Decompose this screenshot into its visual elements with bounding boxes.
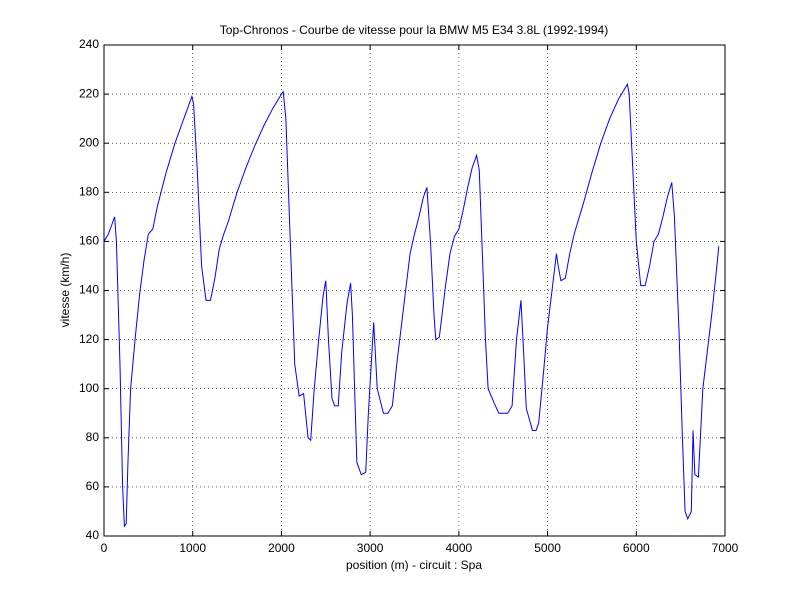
x-tick-label: 5000 [534, 541, 561, 555]
y-tick-label: 160 [79, 234, 99, 248]
x-tick-label: 4000 [446, 541, 473, 555]
y-tick-label: 200 [79, 135, 99, 149]
x-tick-label: 7000 [712, 541, 739, 555]
x-tick-label: 1000 [179, 541, 206, 555]
y-tick-label: 120 [79, 332, 99, 346]
plot-area [103, 44, 726, 537]
y-tick-label: 140 [79, 283, 99, 297]
y-tick-label: 100 [79, 381, 99, 395]
y-tick-label: 40 [86, 528, 100, 542]
x-tick-label: 6000 [623, 541, 650, 555]
x-tick-label: 0 [101, 541, 108, 555]
x-tick-label: 2000 [268, 541, 295, 555]
y-axis-label: vitesse (km/h) [58, 253, 72, 328]
y-tick-label: 80 [86, 430, 100, 444]
y-tick-label: 220 [79, 86, 99, 100]
y-tick-label: 240 [79, 37, 99, 51]
chart-title: Top-Chronos - Courbe de vitesse pour la … [220, 23, 608, 37]
x-tick-label: 3000 [357, 541, 384, 555]
speed-line [103, 82, 720, 528]
y-tick-label: 180 [79, 184, 99, 198]
y-tick-label: 60 [86, 479, 100, 493]
x-axis-label: position (m) - circuit : Spa [346, 558, 482, 572]
